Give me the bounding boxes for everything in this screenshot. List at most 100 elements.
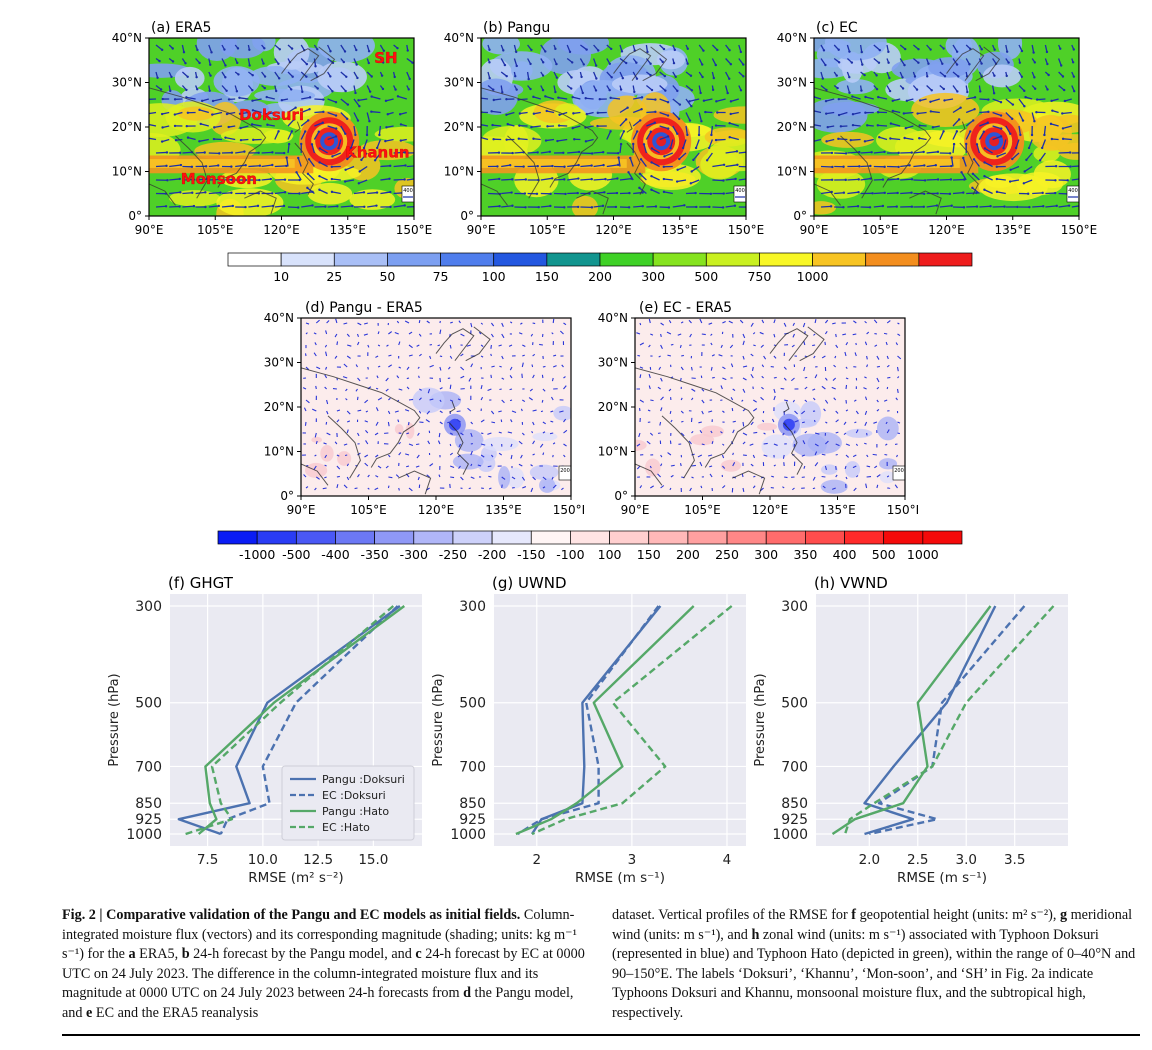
flux-vector-head — [729, 63, 733, 66]
flux-vector — [331, 178, 341, 181]
diff-vector — [501, 484, 503, 489]
flux-vector — [248, 205, 259, 208]
flux-vector — [319, 175, 328, 181]
diff-vector — [803, 465, 806, 469]
flux-vector-head — [576, 191, 579, 195]
flux-vector — [826, 111, 835, 115]
colorbar-cell — [609, 530, 650, 545]
diff-vector — [814, 319, 817, 324]
flux-vector-head — [515, 64, 518, 68]
flux-vector-head — [1038, 159, 1042, 162]
diff-vector — [824, 319, 829, 324]
flux-vector-head — [1047, 73, 1050, 77]
map-svg-a: (a) ERA5400SHDoksuriKhanunMonsoon40°N30°… — [112, 20, 433, 237]
diff-vector — [824, 465, 828, 471]
flux-vector-head — [1042, 205, 1045, 208]
flux-vector-head — [1016, 205, 1019, 209]
flux-vector-head — [344, 168, 347, 172]
diff-vector — [638, 432, 641, 438]
flux-vector — [960, 171, 967, 181]
diff-vector — [466, 344, 471, 347]
flux-vector-head — [1033, 61, 1037, 64]
flux-vector — [846, 85, 851, 93]
diff-vector — [408, 398, 414, 401]
diff-vector — [417, 432, 420, 436]
lat-tick-label: 20°N — [444, 120, 474, 134]
diff-vector — [336, 454, 340, 457]
flux-vector-head — [362, 146, 366, 150]
diff-vector — [876, 399, 879, 403]
diff-vector — [429, 355, 432, 359]
diff-vector — [835, 333, 837, 338]
flux-vector-head — [252, 138, 255, 142]
diff-vector — [845, 476, 848, 480]
diff-vector — [460, 333, 465, 337]
flux-vector — [659, 111, 669, 117]
flux-vector — [619, 143, 622, 154]
lat-tick-label: 30°N — [112, 76, 142, 90]
flux-vector-head — [597, 49, 600, 52]
flux-vector-head — [178, 177, 181, 181]
colorbar-label: 25 — [326, 269, 342, 284]
flux-vector-head — [1051, 109, 1054, 112]
flux-vector — [195, 151, 205, 154]
flux-vector — [261, 178, 271, 181]
flux-vector — [659, 125, 669, 130]
flux-vector — [327, 85, 333, 92]
flux-vector-head — [883, 191, 886, 195]
diff-vector — [324, 464, 327, 467]
flux-vector-head — [156, 76, 159, 79]
flux-vector-head — [1027, 146, 1031, 150]
flux-vector — [301, 204, 313, 208]
flux-vector-head — [536, 164, 539, 168]
diff-vector — [812, 487, 816, 490]
diff-vector — [395, 474, 400, 478]
diff-vector — [803, 366, 806, 372]
colorbar-label: 350 — [793, 547, 817, 562]
diff-vector — [742, 487, 745, 493]
diff-vector — [668, 319, 672, 324]
diff-vector — [385, 388, 389, 392]
diff-vector — [520, 454, 523, 459]
chart-title: (h) VWND — [814, 574, 888, 592]
diff-vector — [530, 464, 533, 467]
diff-vector — [551, 377, 554, 382]
diff-vector — [742, 355, 745, 360]
flux-vector-head — [145, 113, 147, 115]
flux-vector-head — [860, 89, 863, 92]
flux-vector-head — [931, 126, 935, 129]
diff-vector — [691, 476, 694, 479]
diff-vector — [336, 484, 339, 489]
diff-vector — [376, 375, 379, 379]
diff-vector — [458, 443, 461, 448]
diff-vector — [530, 333, 534, 337]
flux-vector-head — [993, 48, 996, 51]
diff-vector — [449, 355, 453, 359]
flux-vector — [633, 205, 643, 208]
flux-vector — [239, 97, 249, 100]
diff-vector — [812, 388, 816, 391]
field-blob — [307, 182, 353, 205]
diff-vector — [518, 332, 523, 335]
flux-vector-head — [173, 124, 177, 128]
flux-vector — [864, 138, 874, 142]
flux-vector-head — [1045, 50, 1049, 54]
diff-vector — [522, 354, 525, 357]
flux-vector-head — [415, 205, 417, 207]
diff-vector — [872, 453, 877, 456]
flux-vector-head — [697, 133, 701, 137]
diff-vector — [357, 474, 360, 478]
flux-vector-head — [710, 133, 713, 137]
diff-vector — [835, 474, 838, 478]
flux-vector-head — [866, 124, 869, 127]
diff-vector — [886, 364, 890, 368]
diff-vector — [814, 432, 820, 435]
diff-vector — [357, 341, 360, 346]
flux-vector-head — [334, 135, 338, 138]
diff-vector — [750, 463, 754, 467]
colorbar-cell — [687, 530, 728, 545]
diff-vector — [887, 376, 891, 379]
flux-vector-head — [851, 123, 855, 127]
diff-vector — [831, 487, 836, 490]
flux-vector-head — [904, 127, 907, 130]
